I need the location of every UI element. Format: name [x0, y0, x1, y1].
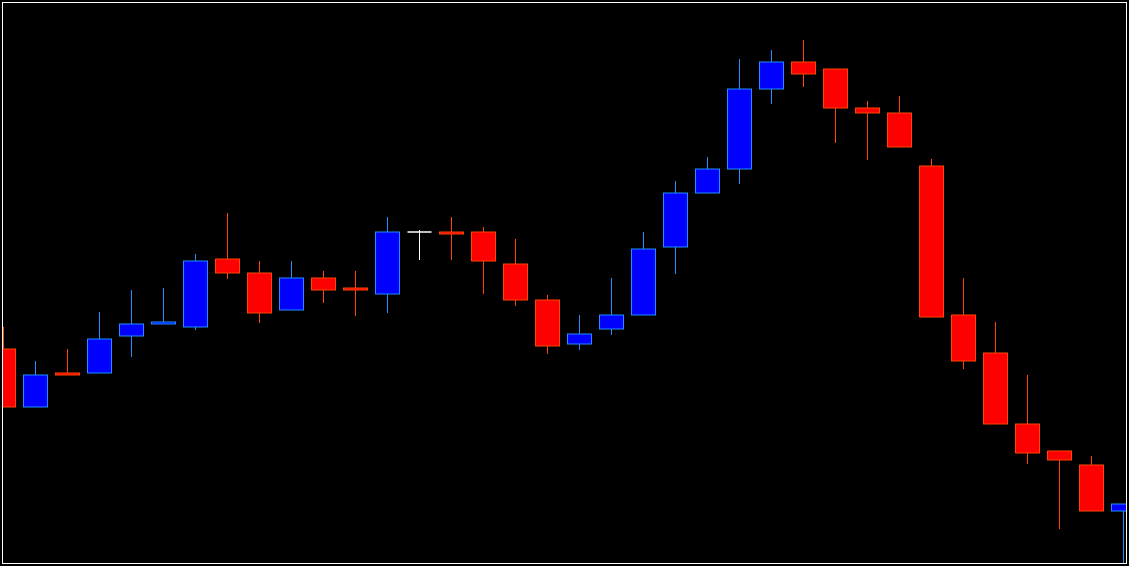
candle-21	[663, 181, 688, 274]
candle-body	[215, 258, 240, 274]
candle-body	[1047, 450, 1072, 461]
candle-body	[119, 323, 144, 337]
candle-0	[3, 327, 16, 408]
candle-24	[759, 50, 784, 104]
candle-body	[759, 61, 784, 90]
candle-body	[1111, 503, 1126, 512]
candle-body	[535, 299, 560, 347]
candle-body	[887, 112, 912, 148]
candle-19	[599, 278, 624, 335]
candle-29	[919, 159, 944, 318]
candle-body	[279, 277, 304, 311]
candle-18	[567, 315, 592, 350]
candle-32	[1015, 375, 1040, 464]
candle-23	[727, 59, 752, 184]
candle-35	[1111, 503, 1126, 563]
candle-7	[215, 213, 240, 279]
candle-body	[599, 314, 624, 330]
candle-body	[823, 68, 848, 109]
candle-body	[23, 374, 48, 408]
candle-body	[151, 321, 176, 325]
candle-body	[247, 272, 272, 314]
candle-6	[183, 254, 208, 330]
candle-20	[631, 232, 656, 316]
candle-27	[855, 101, 880, 160]
candle-body	[919, 165, 944, 318]
candle-body	[855, 107, 880, 114]
candle-body	[1015, 423, 1040, 454]
candle-body	[55, 372, 80, 376]
candle-body	[471, 231, 496, 262]
candle-body	[311, 277, 336, 291]
candle-5	[151, 288, 176, 325]
candle-10	[311, 271, 336, 303]
candle-11	[343, 271, 368, 316]
candle-8	[247, 261, 272, 323]
candle-25	[791, 40, 816, 87]
candle-body	[695, 168, 720, 194]
candle-22	[695, 157, 720, 194]
candle-12	[375, 217, 400, 313]
candle-body	[631, 248, 656, 316]
candle-26	[823, 68, 848, 143]
candle-body	[439, 231, 464, 235]
candle-body	[375, 231, 400, 295]
candle-body	[503, 263, 528, 301]
candle-body	[951, 314, 976, 362]
candle-14	[439, 217, 464, 260]
candle-16	[503, 239, 528, 306]
candle-body	[567, 333, 592, 345]
candle-13	[407, 230, 432, 260]
candle-1	[23, 361, 48, 408]
candles-group	[3, 40, 1126, 563]
candle-28	[887, 96, 912, 148]
candle-body	[727, 88, 752, 170]
candle-body	[183, 260, 208, 328]
candle-4	[119, 290, 144, 357]
candle-body	[1079, 464, 1104, 512]
candle-body	[791, 61, 816, 75]
candle-9	[279, 261, 304, 311]
candle-body	[983, 352, 1008, 425]
candle-body	[3, 348, 16, 408]
candle-body	[343, 287, 368, 291]
candle-33	[1047, 450, 1072, 529]
candle-34	[1079, 456, 1104, 512]
candle-15	[471, 227, 496, 294]
candle-3	[87, 312, 112, 374]
candle-31	[983, 322, 1008, 425]
candle-30	[951, 278, 976, 369]
candle-2	[55, 349, 80, 376]
candle-body	[663, 192, 688, 248]
candle-17	[535, 295, 560, 354]
candle-body	[87, 338, 112, 374]
